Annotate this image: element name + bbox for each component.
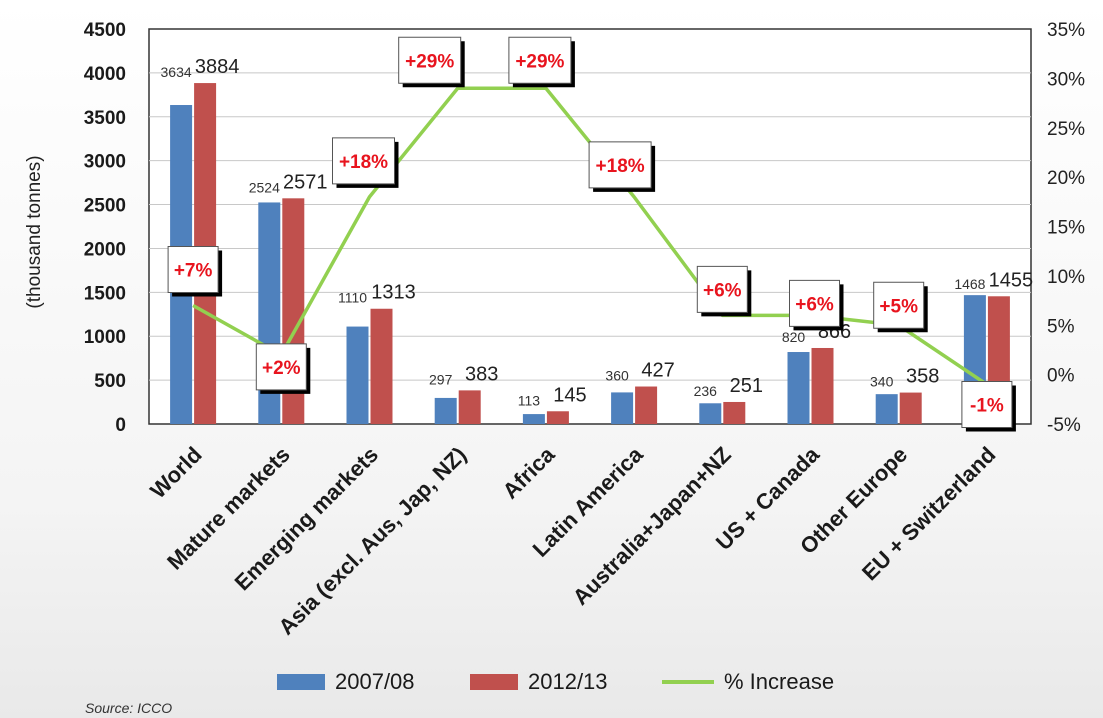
bar-2007-08 (611, 392, 634, 424)
bar-2007-08 (522, 414, 545, 424)
legend-swatch (470, 674, 518, 690)
value-label-2007-08: 297 (429, 371, 453, 387)
value-label-2012-13: 3884 (195, 56, 240, 78)
left-tick-label: 0 (115, 415, 126, 436)
percent-label: +18% (596, 156, 645, 177)
bar-2012-13 (458, 390, 481, 424)
value-label-2007-08: 1468 (954, 276, 985, 292)
value-label-2007-08: 360 (605, 368, 629, 384)
value-label-2012-13: 251 (730, 375, 763, 397)
value-label-2007-08: 340 (870, 374, 894, 390)
category-label: World (145, 442, 206, 503)
percent-label-box (873, 281, 925, 329)
left-axis-title: (thousand tonnes) (24, 155, 45, 308)
right-tick-label: 20% (1047, 168, 1085, 189)
percent-label-box (789, 279, 840, 327)
left-tick-label: 1000 (84, 327, 126, 348)
left-tick-label: 1500 (84, 283, 126, 304)
legend-label: % Increase (724, 669, 834, 694)
category-label: Africa (498, 441, 560, 503)
value-label-2012-13: 358 (906, 366, 939, 388)
right-axis-ticks: -5% 0% 5% 10% 15% 20% 25% 30% 35% (1047, 20, 1085, 436)
percent-label: +5% (879, 296, 918, 317)
source-note: Source: ICCO (85, 700, 172, 716)
value-label-2012-13: 1455 (989, 269, 1034, 291)
bar-2007-08 (346, 326, 369, 424)
percent-label-box (398, 36, 462, 84)
value-label-2007-08: 1110 (338, 290, 367, 306)
right-tick-label: 10% (1047, 267, 1085, 288)
value-label-2012-13: 1313 (371, 282, 416, 304)
percent-label-box (332, 137, 395, 185)
left-tick-label: 500 (94, 371, 126, 392)
value-label-2007-08: 3634 (161, 64, 192, 80)
percent-label-box (961, 381, 1013, 428)
legend-label: 2012/13 (528, 669, 608, 694)
percent-label-box (255, 343, 307, 391)
percent-label: -1% (970, 396, 1004, 417)
bar-2012-13 (811, 347, 834, 424)
value-label-2007-08: 2524 (249, 179, 280, 195)
right-tick-label: 5% (1047, 316, 1075, 337)
category-label: Asia (excl. Aus, Jap, NZ) (273, 442, 471, 640)
left-tick-label: 2500 (84, 196, 126, 217)
left-tick-label: 2000 (84, 239, 126, 260)
percent-labels-layer: +7% +2% +18% +29% +29% +18% +6% +6% +5% -1% (167, 36, 1016, 432)
value-label-2012-13: 427 (641, 360, 674, 382)
left-tick-label: 4000 (84, 64, 126, 85)
bar-2007-08 (699, 403, 722, 424)
left-axis-ticks: 0 500 1000 1500 2000 2500 3000 3500 4000 4500 (84, 20, 126, 436)
category-label: Australia+Japan+NZ (568, 442, 736, 610)
category-label: Emerging markets (230, 442, 383, 595)
bar-2007-08 (434, 397, 457, 424)
right-tick-label: 25% (1047, 119, 1085, 140)
bar-2012-13 (370, 308, 393, 424)
percent-label: +6% (795, 294, 834, 315)
percent-label: +29% (405, 51, 454, 72)
percent-label-box (508, 36, 572, 84)
left-tick-label: 3500 (84, 108, 126, 129)
percent-label-box (696, 265, 748, 313)
percent-label: +7% (174, 261, 213, 282)
legend: 2007/08 2012/13 % Increase (277, 669, 834, 694)
value-label-2012-13: 2571 (283, 171, 328, 193)
bar-2012-13 (723, 401, 746, 424)
percent-label: +6% (703, 280, 742, 301)
value-label-2012-13: 383 (465, 363, 498, 385)
percent-label: +2% (262, 358, 301, 379)
percent-label-box (588, 141, 652, 189)
right-tick-label: 0% (1047, 366, 1075, 387)
right-tick-label: 15% (1047, 218, 1085, 239)
legend-swatch (277, 674, 325, 690)
bar-2007-08 (787, 352, 810, 424)
percent-label: +18% (339, 152, 388, 173)
value-label-2007-08: 820 (782, 329, 806, 345)
right-tick-label: -5% (1047, 415, 1081, 436)
value-label-2012-13: 145 (553, 384, 586, 406)
bar-2007-08 (875, 394, 898, 424)
bar-2012-13 (899, 392, 922, 424)
left-tick-label: 4500 (84, 20, 126, 41)
bar-2012-13 (546, 411, 569, 424)
percent-label-box (167, 246, 219, 293)
bar-2012-13 (635, 386, 658, 424)
legend-label: 2007/08 (335, 669, 415, 694)
right-tick-label: 30% (1047, 69, 1085, 90)
value-label-2007-08: 113 (518, 392, 541, 408)
value-label-2007-08: 236 (694, 383, 718, 399)
right-tick-label: 35% (1047, 20, 1085, 41)
percent-label: +29% (515, 51, 564, 72)
left-tick-label: 3000 (84, 152, 126, 173)
